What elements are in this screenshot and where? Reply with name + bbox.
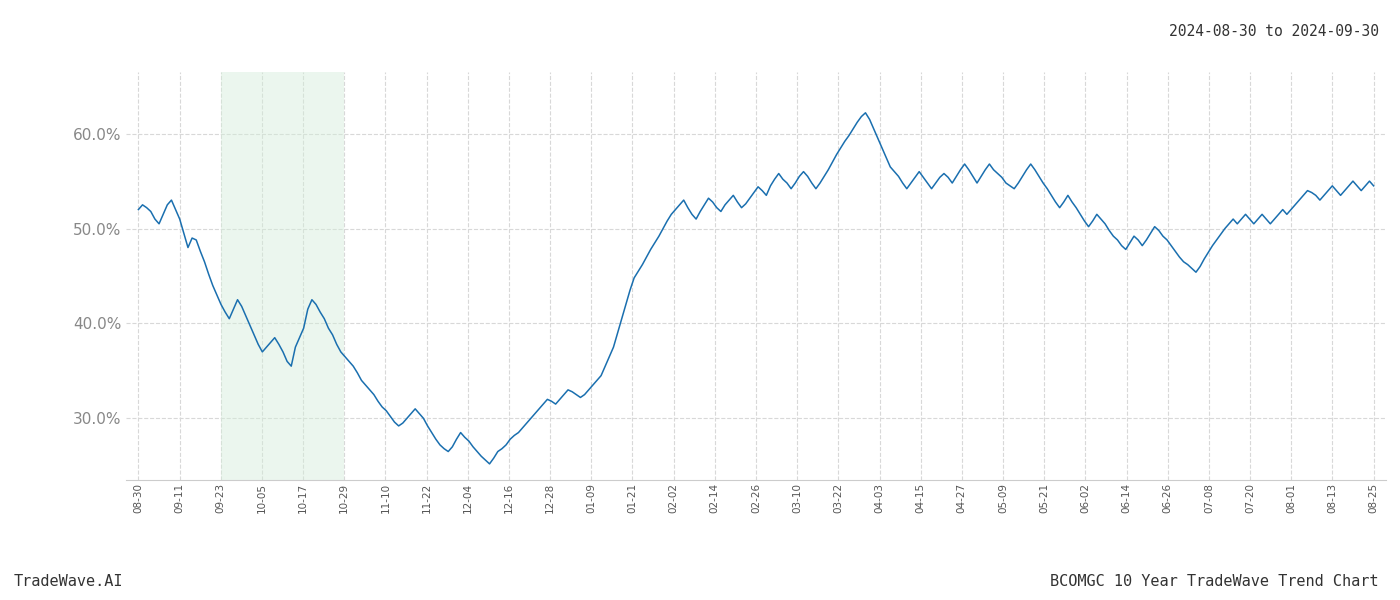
Bar bbox=[221, 72, 344, 480]
Text: BCOMGC 10 Year TradeWave Trend Chart: BCOMGC 10 Year TradeWave Trend Chart bbox=[1050, 574, 1379, 589]
Text: 2024-08-30 to 2024-09-30: 2024-08-30 to 2024-09-30 bbox=[1169, 24, 1379, 39]
Text: TradeWave.AI: TradeWave.AI bbox=[14, 574, 123, 589]
